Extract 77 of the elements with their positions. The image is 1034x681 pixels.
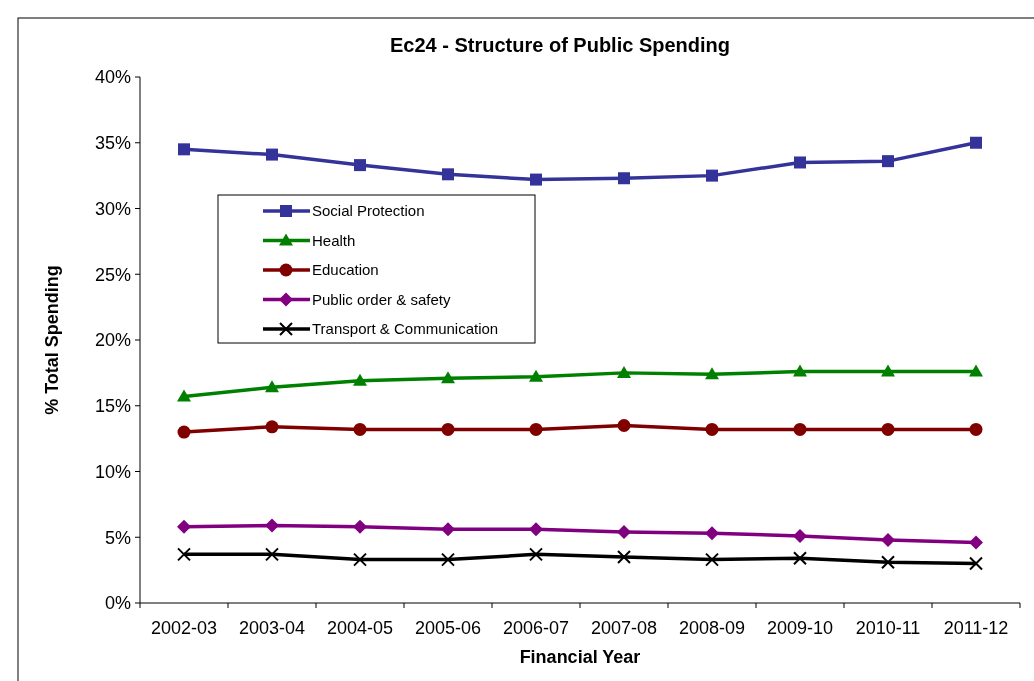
x-tick-label: 2011-12 xyxy=(943,618,1009,638)
x-tick-label: 2009-10 xyxy=(766,618,834,638)
point xyxy=(969,556,983,571)
point xyxy=(881,364,895,377)
point xyxy=(618,172,630,185)
y-axis-title: % Total Spending xyxy=(42,265,62,415)
point xyxy=(265,380,279,393)
point xyxy=(177,425,191,439)
point xyxy=(441,552,455,567)
point xyxy=(265,420,279,434)
point xyxy=(353,552,367,567)
legend-label: Transport & Communication xyxy=(312,320,499,338)
point xyxy=(177,519,191,534)
chart-title: Ec24 - Structure of Public Spending xyxy=(389,34,731,56)
x-tick-label: 2003-04 xyxy=(238,618,306,638)
point xyxy=(617,418,631,432)
y-tick-label: 20% xyxy=(94,330,131,351)
point xyxy=(442,168,454,181)
y-tick-label: 10% xyxy=(94,461,131,482)
point xyxy=(881,422,895,436)
point xyxy=(354,159,366,172)
point xyxy=(265,518,279,533)
x-tick-label: 2006-07 xyxy=(502,618,570,638)
legend-label: Education xyxy=(312,261,379,279)
point xyxy=(617,524,631,539)
point xyxy=(441,422,455,436)
point xyxy=(969,535,983,550)
point xyxy=(617,365,631,378)
x-tick-label: 2007-08 xyxy=(590,618,658,638)
point xyxy=(353,422,367,436)
x-tick-label: 2008-09 xyxy=(678,618,746,638)
point xyxy=(529,522,543,537)
point xyxy=(881,532,895,547)
point xyxy=(177,389,191,402)
x-tick-label: 2010-11 xyxy=(855,618,921,638)
point xyxy=(441,522,455,537)
legend-label: Public order & safety xyxy=(312,290,451,308)
y-tick-label: 30% xyxy=(94,198,131,219)
point xyxy=(705,422,719,436)
y-tick-label: 35% xyxy=(94,133,131,154)
point xyxy=(529,369,543,382)
point xyxy=(705,367,719,380)
point xyxy=(265,547,279,562)
y-tick-label: 25% xyxy=(94,264,131,285)
point xyxy=(441,371,455,384)
legend-label: Health xyxy=(312,231,356,249)
point xyxy=(706,169,718,182)
x-axis-title: Financial Year xyxy=(519,647,641,667)
point xyxy=(969,364,983,377)
y-tick-label: 40% xyxy=(94,67,131,88)
point xyxy=(530,173,542,186)
point xyxy=(882,155,894,168)
legend-label: Social Protection xyxy=(312,202,425,220)
point xyxy=(353,519,367,534)
y-tick-label: 5% xyxy=(104,527,131,548)
point xyxy=(881,555,895,570)
y-tick-label: 0% xyxy=(104,593,131,614)
point xyxy=(794,156,806,169)
point xyxy=(705,552,719,567)
x-tick-label: 2005-06 xyxy=(414,618,482,638)
point xyxy=(353,373,367,386)
y-tick-label: 15% xyxy=(94,396,131,417)
point xyxy=(529,547,543,562)
point xyxy=(793,364,807,377)
point xyxy=(793,551,807,566)
point xyxy=(793,528,807,543)
x-tick-label: 2004-05 xyxy=(326,618,394,638)
x-tick-label: 2002-03 xyxy=(150,618,218,638)
point xyxy=(969,422,983,436)
point xyxy=(970,136,982,149)
point xyxy=(705,526,719,541)
point xyxy=(266,148,278,161)
point xyxy=(529,422,543,436)
point xyxy=(178,143,190,156)
point xyxy=(793,422,807,436)
point xyxy=(177,547,191,562)
point xyxy=(617,549,631,564)
